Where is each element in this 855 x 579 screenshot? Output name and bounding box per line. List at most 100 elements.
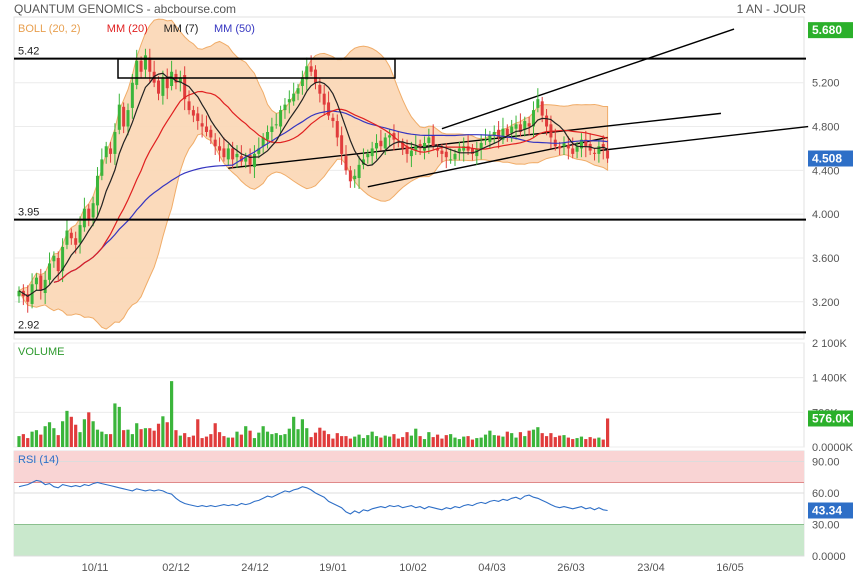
volume-bar [213,423,217,447]
volume-bar [305,428,309,447]
volume-bar [435,434,440,447]
volume-bar [497,435,501,447]
x-tick-label: 16/05 [716,562,744,574]
volume-title: VOLUME [18,346,64,358]
candle-body [505,128,509,136]
candle-body [375,142,379,149]
candle-body [366,153,370,158]
candle-body [283,104,287,111]
volume-bar [331,438,335,447]
volume-bar [475,438,479,447]
candle-body [248,155,252,165]
candle-body [30,284,34,304]
candle-body [470,148,474,154]
volume-y-tick: 2 100K [812,338,848,350]
candle-body [100,159,104,176]
volume-last-badge-bg [808,410,853,427]
volume-bar [187,437,191,447]
candle-body [370,148,374,157]
volume-bar [82,419,86,447]
candle-body [527,123,531,127]
candle-body [300,77,304,86]
candle-body [239,156,243,162]
volume-last-badge: 576.0K [812,411,851,425]
volume-bar [479,437,483,447]
candle-body [523,121,527,130]
volume-bar [130,434,134,447]
volume-bar [558,435,562,447]
rsi-y-tick: 90.00 [812,457,840,469]
price-level-label: 5.42 [18,46,39,58]
candle-body [296,88,300,94]
rsi-panel: RSI (14) 90.00 60.00 30.00 0.0000 43.34 [13,450,853,563]
volume-bar [313,432,318,447]
candle-body [309,66,313,72]
volume-bar [427,432,431,447]
candle-body [449,159,453,161]
candle-body [65,230,69,245]
volume-bar [152,430,156,447]
candle-body [562,142,566,147]
candle-body [453,153,457,160]
candle-body [571,148,575,154]
volume-bar [257,432,261,447]
volume-bar [457,439,461,447]
volume-bar [544,436,549,447]
volume-bar [170,381,174,447]
price-level-label: 2.92 [18,319,39,331]
candle-body [200,123,204,127]
volume-bar [65,410,69,447]
volume-bar [183,433,187,447]
volume-bar [322,430,326,447]
rsi-last-badge-bg [808,502,853,519]
candle-body [143,55,147,70]
volume-bar [431,437,435,447]
volume-bar [357,434,361,447]
volume-bar [270,434,274,447]
volume-bar [61,421,65,447]
candle-body [414,146,418,151]
volume-bar [340,436,344,447]
candle-body [213,139,217,147]
volume-bar [91,421,95,447]
volume-bar [156,423,161,447]
volume-bar [209,434,213,447]
volume-bar [165,422,169,447]
candle-body [510,126,514,134]
rsi-title: RSI (14) [18,454,59,466]
price-y-tick: 5.200 [812,78,840,90]
candle-body [139,60,143,72]
candle-body [318,84,322,94]
candle-body [418,144,422,149]
candle-body [39,275,43,291]
volume-bar [326,434,331,447]
price-panel: 5.42 3.95 2.92 BOLL (20, 2) MM (20) MM (7) MM… [13,16,853,340]
x-tick-label: 02/12 [162,562,190,574]
rsi-y-tick: 0.0000 [812,551,846,563]
trend-line [598,125,809,152]
candle-body [266,132,270,140]
volume-bar [492,435,496,447]
candle-body [379,140,383,147]
rsi-overbought-band [14,451,804,483]
volume-bar [462,436,466,447]
volume-bar [348,438,352,447]
volume-bar [579,436,584,447]
candle-body [74,238,78,245]
x-tick-label: 24/12 [241,562,269,574]
volume-bar [510,433,514,447]
volume-bar [401,437,405,447]
volume-bar [108,434,113,447]
volume-bar [470,439,475,447]
candle-body [566,145,570,149]
candle-body [501,128,505,140]
candle-body [69,232,73,239]
x-tick-label: 19/01 [319,562,347,574]
legend-item: BOLL (20, 2) [18,23,81,35]
candle-body [518,124,522,132]
volume-bar [78,432,82,447]
candle-body [344,156,348,171]
mm20-line [53,90,608,283]
volume-bar [422,439,427,447]
candle-body [327,102,331,116]
